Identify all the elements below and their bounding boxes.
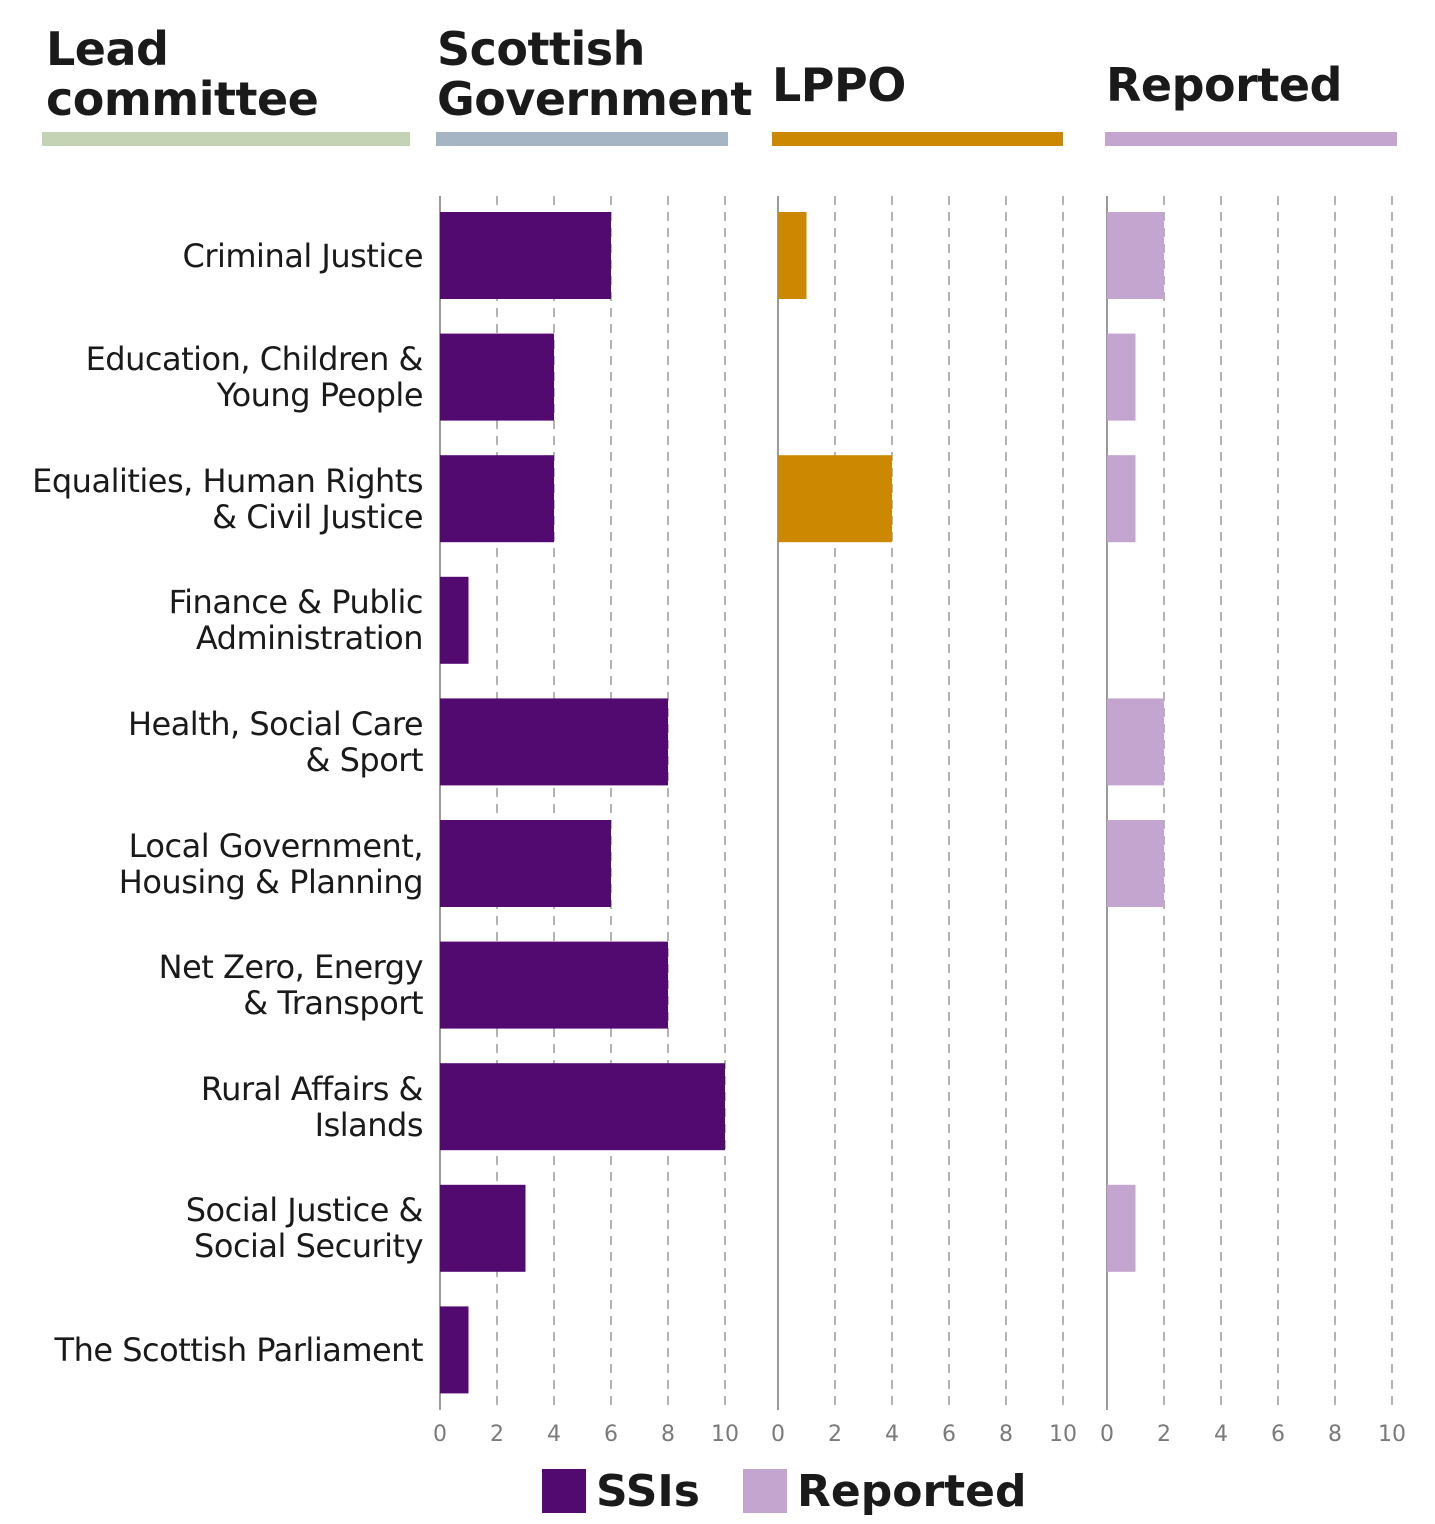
category-label: Finance & Public Administration [3,583,424,658]
legend-ssis-label: SSIs [596,1465,700,1517]
bar-sg-4 [440,698,668,786]
category-label-line: Criminal Justice [182,236,423,275]
header-lead-committee: Lead committee [46,22,319,126]
tick-label-reported-10: 10 [1378,1422,1406,1447]
category-label: The Scottish Parliament [3,1330,424,1369]
header-scottish-government: Scottish Government [437,24,752,124]
tick-label-lppo-6: 6 [942,1422,956,1447]
bar-sg-3 [440,576,469,664]
category-label-line: Islands [314,1105,424,1144]
category-label-line: & Civil Justice [212,497,423,536]
bar-reported-2 [1107,455,1136,543]
category-label-line: Local Government, [128,826,424,865]
category-label-line: Education, Children & [85,340,424,379]
category-label: Education, Children & Young People [3,340,424,415]
category-label: Equalities, Human Rights & Civil Justice [3,463,423,535]
category-label: Criminal Justice [3,238,423,274]
header-bar-lead [42,132,410,146]
tick-label-lppo-4: 4 [885,1422,899,1447]
legend-reported: Reported [743,1465,1027,1517]
tick-label-reported-0: 0 [1100,1422,1114,1447]
category-label-line: Young People [216,376,424,415]
bar-reported-1 [1107,333,1136,421]
tick-label-sg-0: 0 [433,1422,447,1447]
header-lead-line2: committee [46,72,319,126]
tick-label-sg-10: 10 [711,1422,739,1447]
bar-sg-5 [440,820,611,907]
bar-reported-0 [1107,212,1164,299]
bar-sg-9 [440,1306,469,1394]
category-label-line: Social Justice & [185,1191,424,1230]
tick-label-reported-8: 8 [1328,1422,1342,1447]
tick-label-reported-2: 2 [1157,1422,1171,1447]
category-label-line: & Sport [305,740,423,779]
tick-label-reported-4: 4 [1214,1422,1228,1447]
header-reported: Reported [1106,58,1342,112]
bar-sg-7 [440,1063,725,1151]
bar-reported-4 [1107,698,1164,786]
category-label-line: Net Zero, Energy [158,948,424,987]
tick-label-sg-2: 2 [490,1422,504,1447]
legend-ssis: SSIs [542,1465,700,1517]
legend-reported-swatch [743,1469,787,1513]
header-lppo: LPPO [772,58,906,112]
tick-label-lppo-2: 2 [828,1422,842,1447]
bar-sg-1 [440,333,554,421]
category-label-line: Social Security [194,1227,423,1266]
category-label-line: Finance & Public [168,583,424,622]
tick-label-lppo-10: 10 [1049,1422,1077,1447]
category-label: Rural Affairs & Islands [3,1069,424,1144]
bar-sg-8 [440,1184,526,1272]
category-label-line: Rural Affairs & [200,1069,424,1108]
bar-reported-8 [1107,1184,1136,1272]
legend-reported-label: Reported [797,1465,1027,1517]
header-sg-line2: Government [437,72,752,126]
category-label-line: Equalities, Human Rights [32,461,423,500]
category-label: Health, Social Care & Sport [3,704,424,779]
category-label-line: The Scottish Parliament [54,1330,424,1369]
bar-sg-6 [440,941,668,1029]
tick-label-sg-8: 8 [661,1422,675,1447]
legend-ssis-swatch [542,1469,586,1513]
category-label: Social Justice & Social Security [3,1191,424,1266]
bar-sg-2 [440,455,554,543]
tick-label-sg-6: 6 [604,1422,618,1447]
header-sg-line1: Scottish [437,22,645,76]
bar-reported-5 [1107,820,1164,907]
category-label-line: & Transport [243,984,423,1023]
header-bar-reported [1105,132,1397,146]
header-bar-lppo [772,132,1063,146]
tick-label-lppo-0: 0 [771,1422,785,1447]
bar-lppo-0 [778,212,807,299]
category-label: Local Government, Housing & Planning [3,826,424,901]
bar-lppo-2 [778,455,892,543]
header-bar-sg [436,132,728,146]
header-lead-line1: Lead [46,22,169,76]
bar-sg-0 [440,212,611,299]
tick-label-sg-4: 4 [547,1422,561,1447]
tick-label-lppo-8: 8 [999,1422,1013,1447]
tick-label-reported-6: 6 [1271,1422,1285,1447]
category-label-line: Health, Social Care [127,704,424,743]
category-label-line: Housing & Planning [118,862,424,901]
category-label-line: Administration [195,619,424,658]
category-label: Net Zero, Energy & Transport [3,948,424,1023]
